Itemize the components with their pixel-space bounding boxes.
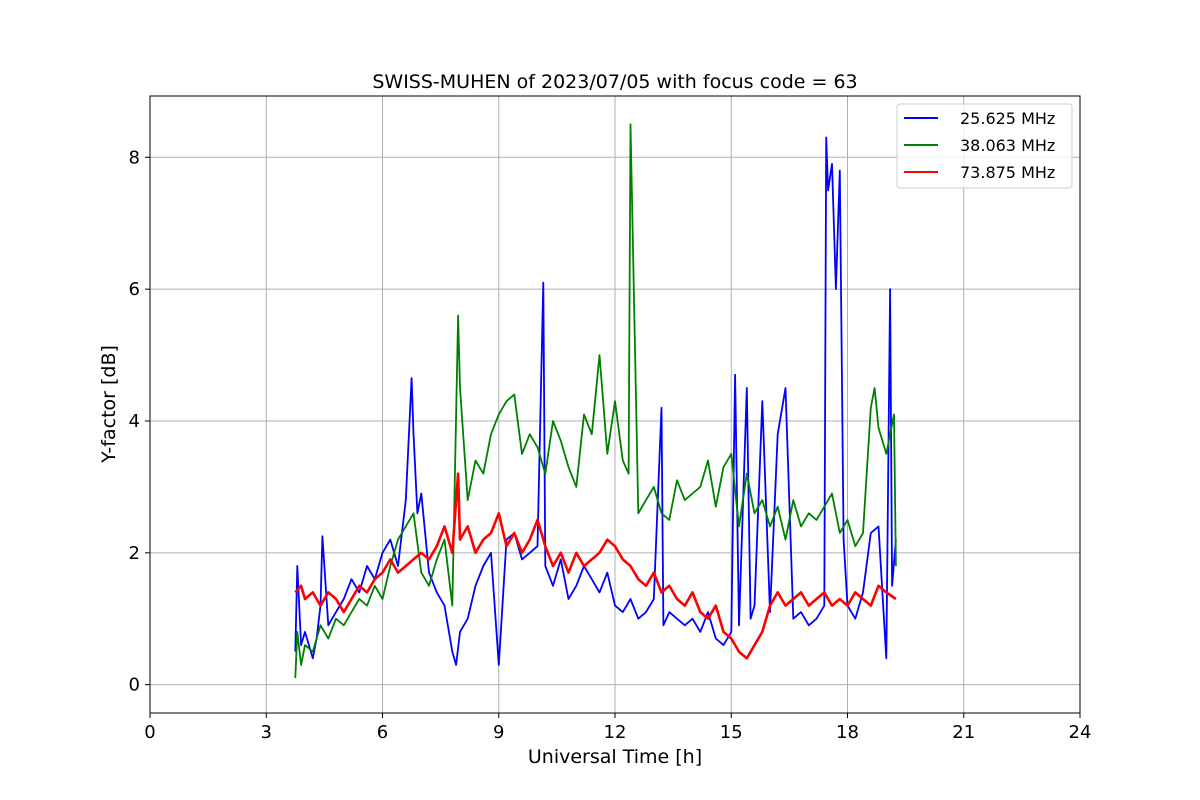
chart-title: SWISS-MUHEN of 2023/07/05 with focus cod… (372, 71, 857, 93)
y-axis-label: Y-factor [dB] (98, 345, 120, 464)
series-25mhz (294, 136, 897, 666)
x-tick-label: 12 (604, 722, 627, 743)
legend-label-73mhz: 73.875 MHz (960, 163, 1055, 182)
x-tick-label: 3 (261, 722, 272, 743)
y-tick-label: 6 (129, 279, 140, 300)
y-tick-label: 8 (129, 147, 140, 168)
y-tick-label: 2 (129, 543, 140, 564)
x-tick-label: 18 (836, 722, 859, 743)
y-tick-label: 4 (129, 411, 140, 432)
x-tick-label: 15 (720, 722, 743, 743)
x-tick-label: 6 (377, 722, 388, 743)
legend-label-25mhz: 25.625 MHz (960, 109, 1055, 128)
x-tick-label: 24 (1069, 722, 1092, 743)
x-tick-label: 9 (493, 722, 504, 743)
series-73mhz (294, 472, 897, 660)
series-38mhz (294, 123, 897, 679)
x-axis-label: Universal Time [h] (528, 746, 702, 768)
legend-box (896, 103, 1073, 189)
x-tick-label: 0 (144, 722, 155, 743)
legend: 25.625 MHz 38.063 MHz 73.875 MHz (896, 103, 1073, 189)
series-layer (294, 123, 897, 679)
x-tick-label: 21 (952, 722, 975, 743)
y-tick-label: 0 (129, 675, 140, 696)
legend-label-38mhz: 38.063 MHz (960, 136, 1055, 155)
